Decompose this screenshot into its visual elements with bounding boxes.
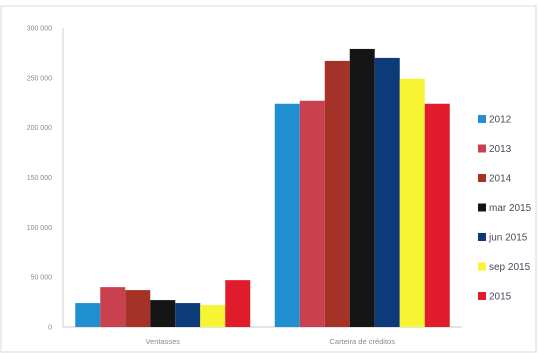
bar-jun-2015-1 [374, 57, 400, 328]
x-category-label: Carteira de créditos [330, 337, 396, 346]
legend-label: 2012 [489, 115, 512, 126]
bar-2013-0 [100, 287, 126, 327]
legend: 2012 2013 2014 mar 2015 jun 2015 sep 2015 2015 [478, 115, 532, 303]
bars-group [75, 48, 450, 328]
legend-swatch [478, 203, 486, 212]
bar-sep-2015-1 [399, 78, 425, 327]
bar-sep-2015-0 [200, 305, 226, 327]
bar-2015-0 [225, 280, 251, 327]
x-category-label: Ventasses [145, 337, 180, 346]
y-tick-label: 0 [48, 325, 52, 332]
legend-label: jun 2015 [488, 233, 528, 244]
legend-label: sep 2015 [489, 262, 531, 273]
x-axis-categories: Ventasses Carteira de créditos [145, 337, 395, 346]
legend-label: mar 2015 [489, 203, 532, 214]
y-tick-label: 250 000 [27, 75, 52, 82]
bar-2014-1 [324, 60, 350, 327]
legend-swatch [478, 144, 486, 153]
legend-label: 2014 [489, 174, 512, 185]
y-tick-label: 50 000 [31, 275, 53, 282]
y-tick-label: 150 000 [27, 175, 52, 182]
legend-swatch [478, 115, 486, 123]
bar-2012-1 [274, 103, 300, 327]
bar-2014-0 [125, 290, 151, 327]
chart-border [0, 5, 537, 353]
y-tick-label: 300 000 [27, 26, 52, 33]
bar-mar-2015-0 [150, 300, 176, 327]
y-tick-label: 200 000 [27, 125, 52, 132]
legend-label: 2013 [489, 144, 512, 155]
bar-jun-2015-0 [175, 303, 201, 327]
bar-2015-1 [424, 103, 450, 327]
y-tick-label: 100 000 [27, 225, 52, 232]
legend-swatch [478, 174, 486, 182]
y-axis-ticks: 0 50 000 100 000 150 000 200 000 250 000 300 0… [27, 26, 52, 332]
legend-swatch [478, 262, 486, 271]
bar-mar-2015-1 [349, 48, 375, 328]
legend-label: 2015 [489, 292, 512, 303]
legend-swatch [478, 292, 486, 300]
legend-swatch [478, 233, 486, 241]
bar-2012-0 [75, 303, 101, 327]
bar-2013-1 [299, 100, 325, 327]
